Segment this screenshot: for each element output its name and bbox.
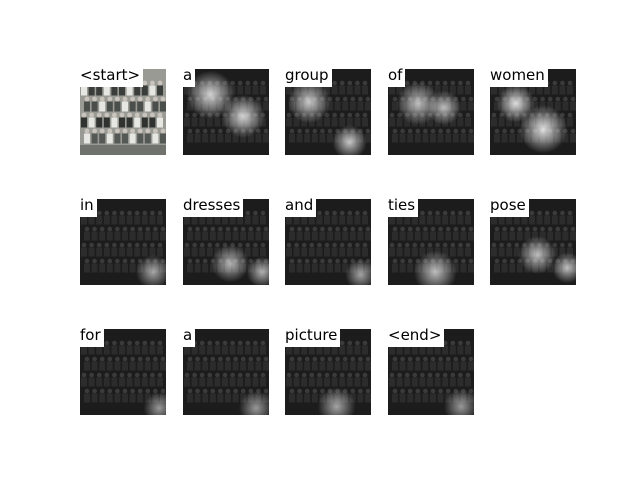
panel-10: for — [80, 327, 166, 415]
panel-8: ties — [388, 197, 474, 285]
caption-word-label: pose — [490, 197, 529, 217]
panel-2: group — [285, 67, 371, 155]
panel-12: picture — [285, 327, 371, 415]
attention-map-image — [388, 69, 474, 155]
caption-word-label: picture — [285, 327, 341, 347]
caption-word-label: a — [183, 67, 196, 87]
attention-map-image — [183, 329, 269, 415]
caption-word-label: a — [183, 327, 196, 347]
panel-5: in — [80, 197, 166, 285]
caption-word-label: in — [80, 197, 97, 217]
panel-3: of — [388, 67, 474, 155]
attention-map-image — [183, 69, 269, 155]
panel-1: a — [183, 67, 269, 155]
panel-4: women — [490, 67, 576, 155]
caption-word-label: women — [490, 67, 548, 87]
attention-map-image — [285, 199, 371, 285]
panel-13: <end> — [388, 327, 474, 415]
caption-word-label: <end> — [388, 327, 445, 347]
caption-word-label: <start> — [80, 67, 144, 87]
caption-word-label: of — [388, 67, 406, 87]
caption-word-label: group — [285, 67, 332, 87]
attention-map-image — [80, 329, 166, 415]
panel-0: <start> — [80, 67, 166, 155]
panel-7: and — [285, 197, 371, 285]
caption-word-label: ties — [388, 197, 419, 217]
panel-11: a — [183, 327, 269, 415]
attention-map-image — [285, 329, 371, 415]
caption-word-label: for — [80, 327, 104, 347]
panel-9: pose — [490, 197, 576, 285]
caption-word-label: dresses — [183, 197, 244, 217]
panel-6: dresses — [183, 197, 269, 285]
caption-word-label: and — [285, 197, 317, 217]
